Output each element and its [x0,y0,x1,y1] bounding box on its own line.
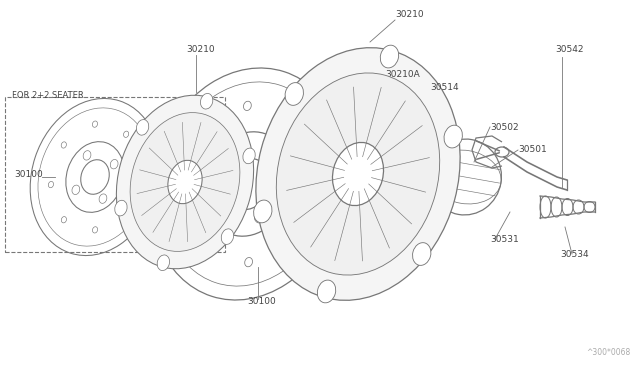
Ellipse shape [200,93,213,109]
Text: 30210: 30210 [186,45,214,54]
Ellipse shape [380,45,399,68]
Ellipse shape [243,148,255,164]
Bar [5,97,225,252]
Text: 30210: 30210 [395,10,424,19]
Text: FOR 2+2 SEATER: FOR 2+2 SEATER [12,91,84,100]
Ellipse shape [495,147,509,157]
Text: 30210A: 30210A [385,70,420,79]
Ellipse shape [221,229,234,244]
Text: (6): (6) [368,128,379,137]
Text: 30100: 30100 [247,297,276,306]
Text: B: B [349,112,355,122]
Ellipse shape [444,125,462,148]
Text: 30531: 30531 [490,235,519,244]
Text: 30534: 30534 [560,250,589,259]
Text: 30514: 30514 [430,83,459,92]
Ellipse shape [168,160,202,204]
Text: 30542: 30542 [555,45,584,54]
Text: ^300*0068: ^300*0068 [586,348,630,357]
Text: 30100: 30100 [14,170,43,179]
Ellipse shape [410,121,420,128]
Text: 08915-23910: 08915-23910 [364,112,415,122]
Ellipse shape [115,200,127,216]
Ellipse shape [429,139,502,215]
Text: 30502: 30502 [490,123,518,132]
Ellipse shape [253,200,272,223]
Ellipse shape [116,95,253,269]
Text: 30501: 30501 [518,145,547,154]
Ellipse shape [130,113,240,251]
Ellipse shape [317,280,336,303]
Ellipse shape [332,142,383,206]
Ellipse shape [157,255,170,270]
Ellipse shape [136,119,148,135]
Ellipse shape [285,83,303,105]
Ellipse shape [256,48,460,300]
Ellipse shape [413,243,431,265]
Ellipse shape [276,73,440,275]
